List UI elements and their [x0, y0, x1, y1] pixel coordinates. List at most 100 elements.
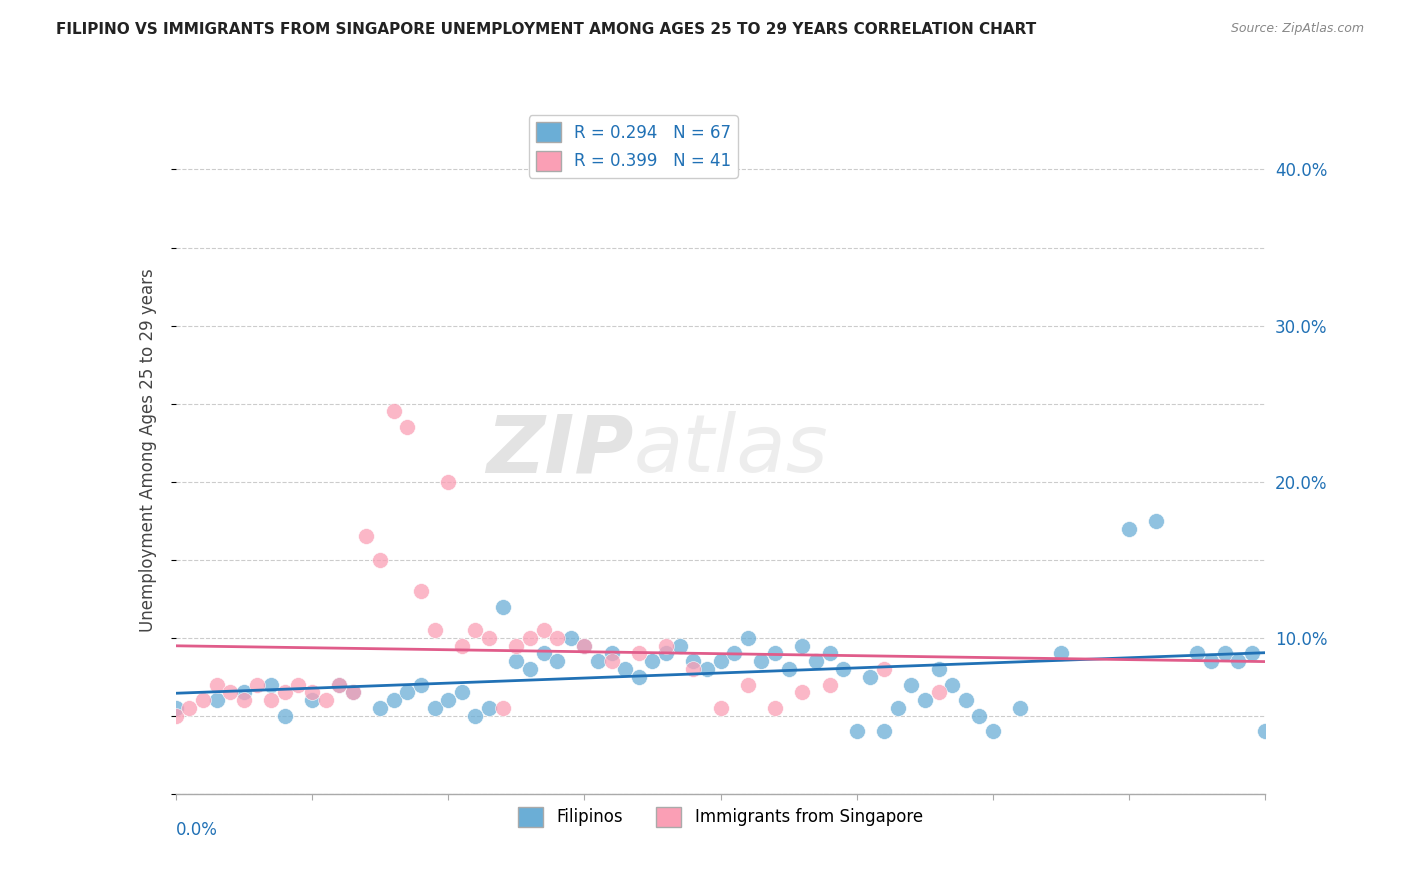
Point — [396, 420, 419, 434]
Point — [205, 678, 228, 692]
Point — [356, 529, 378, 543]
Point — [464, 623, 486, 637]
Point — [342, 685, 364, 699]
Point — [818, 646, 841, 660]
Point — [505, 639, 527, 653]
Point — [301, 693, 323, 707]
Point — [328, 678, 350, 692]
Point — [682, 662, 704, 676]
Point — [478, 631, 501, 645]
Point — [600, 646, 623, 660]
Point — [328, 678, 350, 692]
Point — [723, 646, 745, 660]
Point — [342, 685, 364, 699]
Text: Source: ZipAtlas.com: Source: ZipAtlas.com — [1230, 22, 1364, 36]
Text: FILIPINO VS IMMIGRANTS FROM SINGAPORE UNEMPLOYMENT AMONG AGES 25 TO 29 YEARS COR: FILIPINO VS IMMIGRANTS FROM SINGAPORE UN… — [56, 22, 1036, 37]
Point — [478, 701, 501, 715]
Point — [260, 678, 283, 692]
Point — [492, 701, 515, 715]
Point — [560, 631, 582, 645]
Point — [423, 701, 446, 715]
Point — [492, 599, 515, 614]
Point — [315, 693, 337, 707]
Point — [219, 685, 242, 699]
Point — [928, 662, 950, 676]
Point — [655, 639, 678, 653]
Point — [763, 646, 786, 660]
Point — [941, 678, 963, 692]
Point — [409, 583, 432, 598]
Point — [519, 662, 541, 676]
Point — [969, 708, 991, 723]
Point — [533, 646, 555, 660]
Point — [1050, 646, 1073, 660]
Text: atlas: atlas — [633, 411, 828, 490]
Point — [396, 685, 419, 699]
Point — [546, 654, 568, 668]
Point — [533, 623, 555, 637]
Point — [450, 639, 472, 653]
Point — [1254, 724, 1277, 739]
Point — [900, 678, 922, 692]
Point — [232, 685, 254, 699]
Point — [165, 708, 187, 723]
Point — [778, 662, 800, 676]
Point — [274, 685, 297, 699]
Point — [737, 678, 759, 692]
Point — [600, 654, 623, 668]
Point — [710, 701, 733, 715]
Point — [246, 678, 269, 692]
Point — [873, 724, 896, 739]
Point — [859, 670, 882, 684]
Point — [614, 662, 637, 676]
Point — [763, 701, 786, 715]
Point — [450, 685, 472, 699]
Point — [423, 623, 446, 637]
Point — [845, 724, 868, 739]
Point — [260, 693, 283, 707]
Point — [818, 678, 841, 692]
Point — [464, 708, 486, 723]
Point — [287, 678, 309, 692]
Point — [655, 646, 678, 660]
Point — [682, 654, 704, 668]
Point — [546, 631, 568, 645]
Point — [1240, 646, 1263, 660]
Point — [792, 685, 814, 699]
Legend: Filipinos, Immigrants from Singapore: Filipinos, Immigrants from Singapore — [512, 800, 929, 834]
Point — [955, 693, 977, 707]
Text: ZIP: ZIP — [486, 411, 633, 490]
Point — [574, 639, 596, 653]
Point — [737, 631, 759, 645]
Point — [873, 662, 896, 676]
Point — [1322, 646, 1344, 660]
Point — [710, 654, 733, 668]
Point — [751, 654, 773, 668]
Point — [437, 475, 460, 489]
Point — [232, 693, 254, 707]
Y-axis label: Unemployment Among Ages 25 to 29 years: Unemployment Among Ages 25 to 29 years — [139, 268, 157, 632]
Point — [179, 701, 201, 715]
Point — [1227, 654, 1250, 668]
Point — [832, 662, 855, 676]
Point — [1118, 521, 1140, 535]
Point — [1144, 514, 1167, 528]
Point — [792, 639, 814, 653]
Point — [928, 685, 950, 699]
Point — [301, 685, 323, 699]
Point — [1187, 646, 1209, 660]
Point — [1199, 654, 1222, 668]
Point — [519, 631, 541, 645]
Point — [641, 654, 664, 668]
Point — [505, 654, 527, 668]
Point — [409, 678, 432, 692]
Point — [1391, 631, 1406, 645]
Point — [205, 693, 228, 707]
Point — [437, 693, 460, 707]
Point — [1281, 646, 1303, 660]
Point — [274, 708, 297, 723]
Point — [668, 639, 690, 653]
Point — [368, 552, 391, 567]
Point — [165, 701, 187, 715]
Point — [981, 724, 1004, 739]
